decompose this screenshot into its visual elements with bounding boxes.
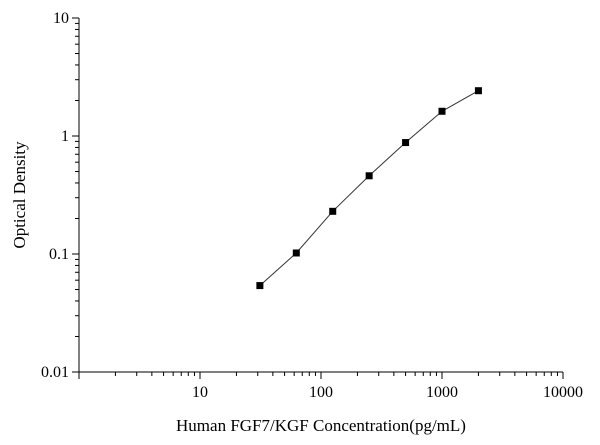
y-tick-label: 0.1 [49,246,69,263]
y-axis-tick-labels: 0.01 0.1 1 10 [41,10,69,381]
data-point [256,282,264,290]
y-axis-ticks [72,17,79,373]
data-point [474,87,482,95]
x-tick-label: 1000 [426,384,458,401]
x-tick-label: 100 [309,384,333,401]
data-point [402,139,410,147]
y-tick-label: 1 [61,128,69,145]
x-axis-label: Human FGF7/KGF Concentration(pg/mL) [176,416,466,435]
y-tick-label: 10 [53,10,69,27]
x-axis-ticks [78,372,564,379]
data-point [329,207,337,215]
data-point [438,107,446,115]
series-line [259,90,479,286]
data-point [365,172,373,180]
data-point [292,249,300,257]
y-tick-label: 0.01 [41,364,69,381]
plot-area: 10 100 1000 10000 0.01 0.1 1 10 [41,10,583,401]
y-axis-label: Optical Density [10,141,29,249]
x-tick-label: 10000 [543,384,583,401]
x-tick-label: 10 [192,384,208,401]
series-markers [256,87,482,290]
x-axis-tick-labels: 10 100 1000 10000 [192,384,583,401]
